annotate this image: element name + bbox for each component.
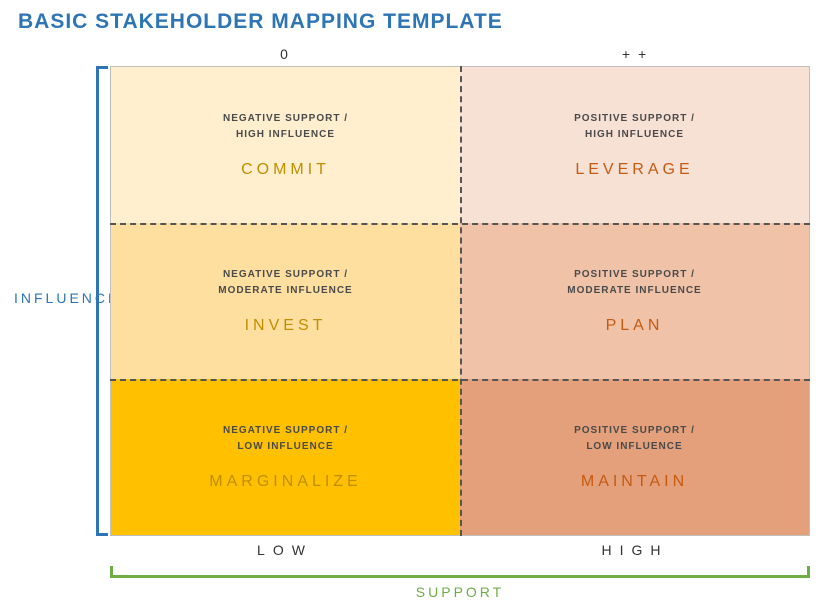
y-axis-bracket	[96, 66, 108, 536]
bottom-label-high: HIGH	[460, 542, 810, 558]
cell-leverage: POSITIVE SUPPORT / HIGH INFLUENCE LEVERA…	[460, 67, 809, 223]
cell-plan: POSITIVE SUPPORT / MODERATE INFLUENCE PL…	[460, 223, 809, 379]
desc-line-1: POSITIVE SUPPORT /	[574, 113, 695, 124]
desc-line-1: NEGATIVE SUPPORT /	[223, 113, 348, 124]
page-title: BASIC STAKEHOLDER MAPPING TEMPLATE	[18, 10, 503, 34]
cell-desc: POSITIVE SUPPORT / MODERATE INFLUENCE	[567, 267, 701, 299]
matrix-grid: NEGATIVE SUPPORT / HIGH INFLUENCE COMMIT…	[110, 66, 810, 536]
cell-marginalize: NEGATIVE SUPPORT / LOW INFLUENCE MARGINA…	[111, 379, 460, 535]
x-axis-label: SUPPORT	[110, 584, 810, 600]
cell-desc: NEGATIVE SUPPORT / HIGH INFLUENCE	[223, 111, 348, 143]
top-label-right: + +	[460, 46, 810, 62]
cell-invest: NEGATIVE SUPPORT / MODERATE INFLUENCE IN…	[111, 223, 460, 379]
desc-line-2: MODERATE INFLUENCE	[218, 285, 352, 296]
x-axis-bracket	[110, 566, 810, 578]
cell-action: PLAN	[606, 317, 664, 335]
desc-line-1: POSITIVE SUPPORT /	[574, 425, 695, 436]
top-label-left: 0	[110, 46, 460, 62]
desc-line-2: HIGH INFLUENCE	[585, 129, 684, 140]
desc-line-1: POSITIVE SUPPORT /	[574, 269, 695, 280]
cell-desc: NEGATIVE SUPPORT / MODERATE INFLUENCE	[218, 267, 352, 299]
desc-line-1: NEGATIVE SUPPORT /	[223, 269, 348, 280]
cell-commit: NEGATIVE SUPPORT / HIGH INFLUENCE COMMIT	[111, 67, 460, 223]
desc-line-2: HIGH INFLUENCE	[236, 129, 335, 140]
cell-action: MARGINALIZE	[209, 473, 361, 491]
cell-maintain: POSITIVE SUPPORT / LOW INFLUENCE MAINTAI…	[460, 379, 809, 535]
cell-desc: POSITIVE SUPPORT / HIGH INFLUENCE	[574, 111, 695, 143]
desc-line-2: LOW INFLUENCE	[237, 441, 333, 452]
cell-action: INVEST	[245, 317, 327, 335]
bottom-axis-labels: LOW HIGH	[110, 542, 810, 558]
cell-desc: NEGATIVE SUPPORT / LOW INFLUENCE	[223, 423, 348, 455]
cell-desc: POSITIVE SUPPORT / LOW INFLUENCE	[574, 423, 695, 455]
desc-line-2: LOW INFLUENCE	[586, 441, 682, 452]
top-axis-labels: 0 + +	[110, 46, 810, 62]
cell-action: COMMIT	[241, 161, 330, 179]
cell-action: MAINTAIN	[581, 473, 688, 491]
bottom-label-low: LOW	[110, 542, 460, 558]
cell-action: LEVERAGE	[575, 161, 693, 179]
desc-line-2: MODERATE INFLUENCE	[567, 285, 701, 296]
desc-line-1: NEGATIVE SUPPORT /	[223, 425, 348, 436]
